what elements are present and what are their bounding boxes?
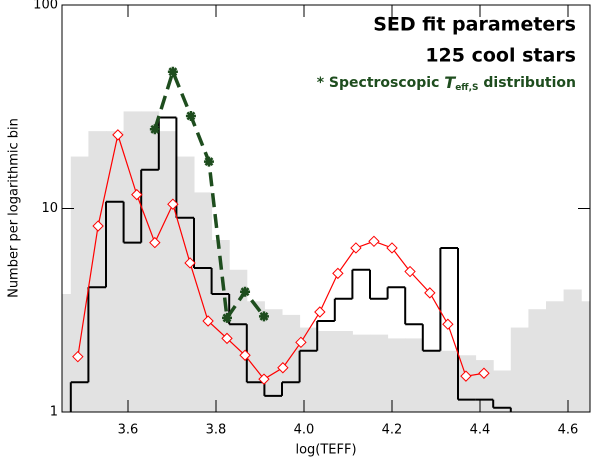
x-tick-label: 3.6 [118,423,139,438]
y-axis-label: Number per logarithmic bin [7,118,22,298]
histogram-bar [194,192,213,412]
point-marker [131,188,143,201]
x-tick-label: 4.6 [558,423,579,438]
histogram-bar [88,131,107,412]
point-marker [404,265,416,278]
histogram-bar [141,111,160,412]
x-tick-label: 4.2 [382,423,403,438]
point-marker [478,367,490,379]
y-tick-label: 10 [41,201,58,216]
point-marker [314,306,326,318]
chart-title: SED fit parameters [373,14,576,36]
histogram-bar [510,327,529,412]
point-marker [332,267,344,280]
point-marker [221,332,233,345]
histogram-bar [158,131,177,412]
histogram-bar [299,327,318,412]
y-tick-label: 100 [33,0,58,13]
histogram-bar [352,334,371,412]
histogram-bar [211,240,230,412]
histogram-bar [528,309,547,412]
point-marker [202,315,214,327]
point-marker [258,311,269,322]
plot-area [62,66,590,412]
point-marker [203,156,214,167]
point-marker [72,350,84,363]
y-tick-label: 1 [50,405,58,420]
annotation-subscript: eff,S [455,83,478,93]
histogram-bar [123,111,142,412]
point-marker [240,286,251,297]
point-marker [92,220,104,232]
histogram-bar [282,314,301,412]
histogram-bar [264,309,283,412]
histogram-bar [422,350,441,412]
point-marker [258,373,270,385]
histogram-bar [546,301,565,412]
histogram-bar [440,350,459,412]
point-marker [149,236,161,249]
histogram-bar [370,334,389,412]
point-marker [460,370,472,382]
point-marker [185,110,196,121]
histogram-bar [106,131,125,412]
histogram-bar [334,331,353,412]
annotation-symbol: T [444,73,456,92]
point-marker [184,257,196,269]
x-axis-label: log(TEFF) [295,443,356,458]
point-marker [239,349,251,361]
point-marker [277,362,289,374]
annotation-suffix: distribution [479,75,577,91]
point-marker [167,66,178,77]
histogram-bar [581,301,590,412]
point-marker [167,198,179,210]
annotation-prefix: * Spectroscopic [317,75,445,91]
histogram-bar [493,370,512,412]
histogram-bar [70,156,89,412]
histogram-bar [246,301,265,412]
x-tick-label: 4.0 [294,423,315,438]
x-tick-label: 4.4 [470,423,491,438]
point-marker [442,318,454,330]
histogram-bar [563,289,582,412]
histogram-bar [405,338,424,412]
histogram-bar [475,360,494,412]
point-marker [222,312,232,323]
point-marker [350,242,362,254]
point-marker [112,129,124,141]
histogram-bar [62,294,72,412]
histogram-bar [317,331,336,412]
point-marker [424,287,436,299]
point-marker [386,242,398,254]
point-marker [295,336,307,349]
x-tick-label: 3.8 [206,423,227,438]
histogram-bar [176,156,195,412]
point-marker [368,235,380,248]
histogram-bar [458,355,477,412]
annotation: * Spectroscopic Teff,S distribution [317,73,576,93]
point-marker [149,124,160,135]
chart-subtitle: 125 cool stars [425,45,576,67]
histogram-bar [387,338,406,412]
